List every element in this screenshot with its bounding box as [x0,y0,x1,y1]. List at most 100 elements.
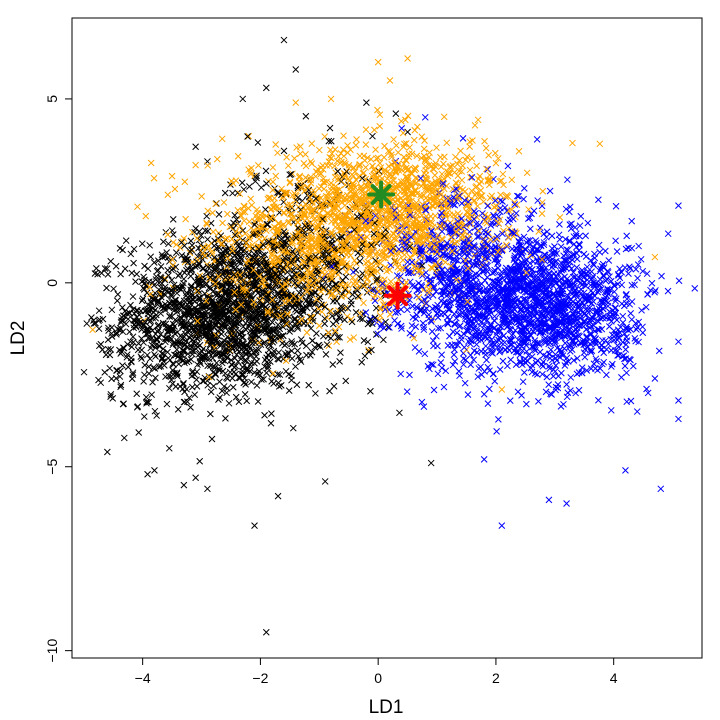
data-point [376,305,384,313]
data-point [397,370,405,378]
data-point [147,253,155,261]
data-point [127,250,135,258]
data-point [572,230,580,238]
data-point [109,395,117,402]
data-point [418,133,426,141]
data-point [493,235,501,243]
data-point [386,266,393,274]
data-point [404,55,411,62]
data-point [495,220,503,227]
data-point [357,212,365,219]
data-point [622,245,630,253]
data-point [411,282,419,290]
data-point [627,310,635,317]
data-point [169,239,177,246]
data-point [657,485,665,493]
data-point [255,243,262,251]
data-point [234,189,242,197]
data-point [481,277,489,284]
data-point [576,241,583,249]
data-point [191,371,199,378]
data-point [382,255,389,262]
data-point [563,332,571,340]
data-point [638,306,645,314]
data-point [132,323,140,331]
data-point [614,270,622,278]
data-point [312,390,319,397]
data-point [675,397,682,404]
data-point [243,365,251,373]
data-point [185,394,193,402]
data-point [523,169,531,177]
data-point [621,362,629,370]
data-point [381,142,388,150]
data-point [451,201,459,209]
data-point [145,398,152,406]
data-point [173,241,180,248]
data-point [101,368,109,376]
data-point [529,317,537,325]
data-point [400,143,407,151]
data-point [218,135,226,143]
data-point [360,337,368,344]
data-point [224,333,231,341]
data-point [543,228,551,236]
data-point [421,137,428,144]
data-point [494,155,502,162]
data-point [496,322,504,330]
data-point [596,248,604,256]
data-point [311,343,319,351]
data-point [302,342,310,350]
data-point [466,143,474,150]
data-point [484,165,492,173]
data-point [401,116,409,124]
data-point [404,112,412,120]
data-point [410,136,418,144]
data-point [144,470,151,478]
data-point [241,390,249,398]
data-point [524,215,532,222]
data-point [577,270,585,278]
data-point [293,144,301,151]
data-point [147,159,155,167]
data-point [438,351,446,359]
data-point [240,323,247,331]
data-point [250,229,258,237]
data-point [313,271,321,279]
data-point [158,251,166,259]
data-point [446,163,454,171]
data-point [262,84,270,92]
data-point [254,398,262,405]
data-point [103,284,110,292]
data-point [513,192,521,200]
data-point [573,355,581,362]
data-point [564,246,572,254]
data-point [623,333,630,341]
data-point [398,124,406,132]
data-point [492,159,500,167]
data-point [182,215,189,223]
data-point [362,164,370,171]
data-point [363,99,370,106]
data-point [525,206,532,213]
data-point [420,403,428,410]
data-point [568,265,575,273]
data-point [262,167,270,175]
data-point [675,338,682,346]
data-point [563,500,570,507]
data-point [204,227,212,235]
data-point [327,137,335,145]
data-point [392,110,400,117]
data-point [516,351,524,359]
data-point [169,360,177,367]
data-point [151,351,158,358]
data-point [197,232,205,239]
data-point [489,269,496,277]
data-point [255,161,262,169]
data-point [474,373,482,381]
data-point [208,435,216,443]
data-point [365,346,372,354]
data-point [176,244,184,251]
data-point [239,208,247,216]
